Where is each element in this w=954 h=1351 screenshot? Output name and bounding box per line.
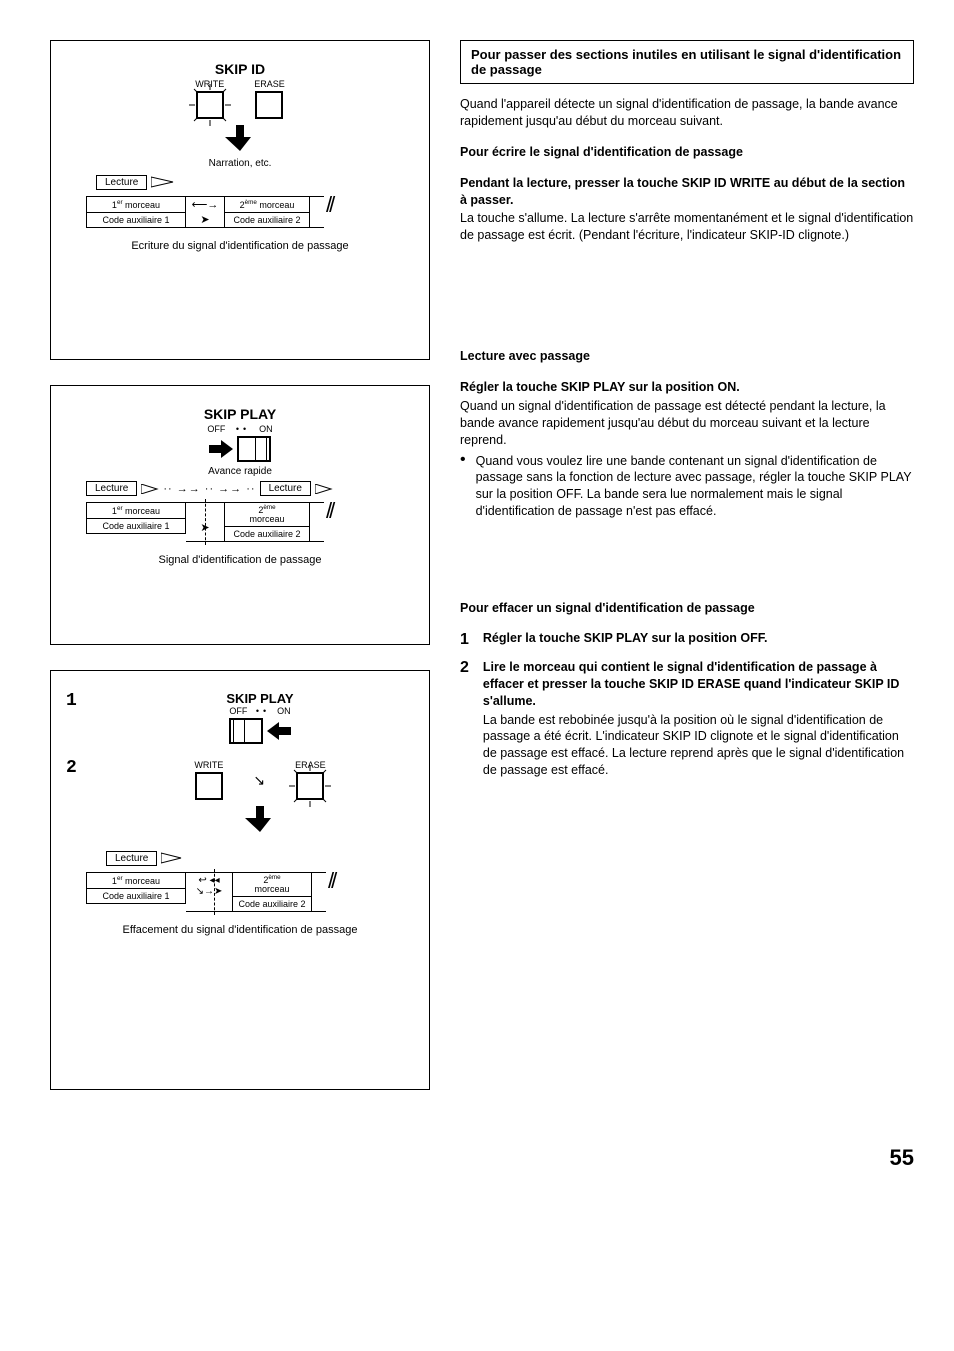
- main-heading-box: Pour passer des sections inutiles en uti…: [460, 40, 914, 84]
- page-number: 55: [50, 1145, 914, 1171]
- aux1-cell: Code auxiliaire 1: [86, 518, 186, 534]
- toggle-off-icon: [229, 718, 263, 744]
- write-explanation: La touche s'allume. La lecture s'arrête …: [460, 210, 914, 244]
- morceau1-cell: 1er morceau: [86, 872, 186, 888]
- diagram1-title: SKIP ID: [66, 61, 414, 77]
- intro-paragraph: Quand l'appareil détecte un signal d'ide…: [460, 96, 914, 130]
- toggle-on-icon: [237, 436, 271, 462]
- tape-break-icon: //: [326, 872, 334, 912]
- heading-lecture-passage: Lecture avec passage: [460, 348, 914, 365]
- play-arrow-icon: [151, 173, 175, 188]
- diagram2-caption: Signal d'identification de passage: [66, 554, 414, 566]
- lecture-label-3: Lecture: [106, 851, 157, 866]
- left-column: SKIP ID WRITE: [50, 40, 430, 1115]
- lecture-label-2a: Lecture: [86, 481, 137, 496]
- aux2-cell: Code auxiliaire 2: [224, 212, 310, 228]
- on-label: ON: [277, 706, 291, 716]
- on-label: ON: [259, 424, 273, 434]
- erase-button-icon: [255, 91, 283, 119]
- diagram2-title: SKIP PLAY: [66, 406, 414, 422]
- skip-play-explanation: Quand un signal d'identification de pass…: [460, 398, 914, 449]
- diagram-skip-id-erase: 1 SKIP PLAY OFF •• ON 2: [50, 670, 430, 1090]
- off-label: OFF: [229, 706, 247, 716]
- aux1-cell: Code auxiliaire 1: [86, 212, 186, 228]
- erase-label: ERASE: [254, 79, 285, 89]
- aux1-cell: Code auxiliaire 1: [86, 888, 186, 904]
- off-label: OFF: [207, 424, 225, 434]
- right-arrow-icon: [209, 440, 233, 458]
- morceau1-cell: 1er morceau: [86, 196, 186, 212]
- morceau2-cell: 2èmemorceau: [224, 502, 310, 526]
- list-num-1: 1: [460, 631, 469, 649]
- aux2-cell: Code auxiliaire 2: [232, 896, 312, 912]
- diagram3-caption: Effacement du signal d'identification de…: [66, 924, 414, 936]
- play-arrow-icon: [161, 852, 183, 864]
- step-2-num: 2: [66, 758, 90, 778]
- lecture-label-2b: Lecture: [260, 481, 311, 496]
- aux2-cell: Code auxiliaire 2: [224, 526, 310, 542]
- step2-heading: Lire le morceau qui contient le signal d…: [483, 659, 914, 710]
- heading-erase: Pour effacer un signal d'identification …: [460, 600, 914, 617]
- diagram-skip-play-on: SKIP PLAY OFF •• ON Avance rapide Lectur…: [50, 385, 430, 645]
- morceau1-cell: 1er morceau: [86, 502, 186, 518]
- heading-write: Pour écrire le signal d'identification d…: [460, 144, 914, 161]
- step2-body: La bande est rebobinée jusqu'à la positi…: [483, 712, 914, 780]
- lecture-label: Lecture: [96, 175, 147, 190]
- heading-write-action: Pendant la lecture, presser la touche SK…: [460, 176, 905, 207]
- diagram1-caption: Ecriture du signal d'identification de p…: [66, 240, 414, 252]
- bullet-icon: •: [460, 453, 466, 521]
- left-arrow-icon: [267, 722, 291, 740]
- right-column: Pour passer des sections inutiles en uti…: [460, 40, 914, 1115]
- down-arrow-icon: [245, 806, 275, 832]
- play-arrow-icon: [141, 484, 159, 494]
- step1-text: Régler la touche SKIP PLAY sur la positi…: [483, 631, 768, 649]
- avance-label: Avance rapide: [66, 466, 414, 477]
- diagram3-title: SKIP PLAY: [106, 691, 414, 706]
- tape-break-icon: //: [324, 502, 332, 542]
- tape-break-icon: //: [324, 196, 332, 228]
- morceau2-cell: 2èmemorceau: [232, 872, 312, 896]
- morceau2-cell: 2ème morceau: [224, 196, 310, 212]
- glow-icon: [185, 80, 235, 130]
- write-label: WRITE: [194, 760, 223, 770]
- narration-label: Narration, etc.: [209, 158, 272, 169]
- write-button-icon: [195, 772, 223, 800]
- ff-arrows-icon: ·· →→ ·· →→ ··: [163, 483, 255, 495]
- glow-icon: [285, 761, 335, 811]
- bullet-text: Quand vous voulez lire une bande contena…: [476, 453, 914, 521]
- step-1-num: 1: [66, 691, 90, 711]
- page-layout: SKIP ID WRITE: [50, 40, 914, 1115]
- play-arrow-icon: [315, 484, 333, 494]
- diagram-skip-id-write: SKIP ID WRITE: [50, 40, 430, 360]
- list-num-2: 2: [460, 659, 469, 677]
- heading-skip-play-on: Régler la touche SKIP PLAY sur la positi…: [460, 380, 740, 394]
